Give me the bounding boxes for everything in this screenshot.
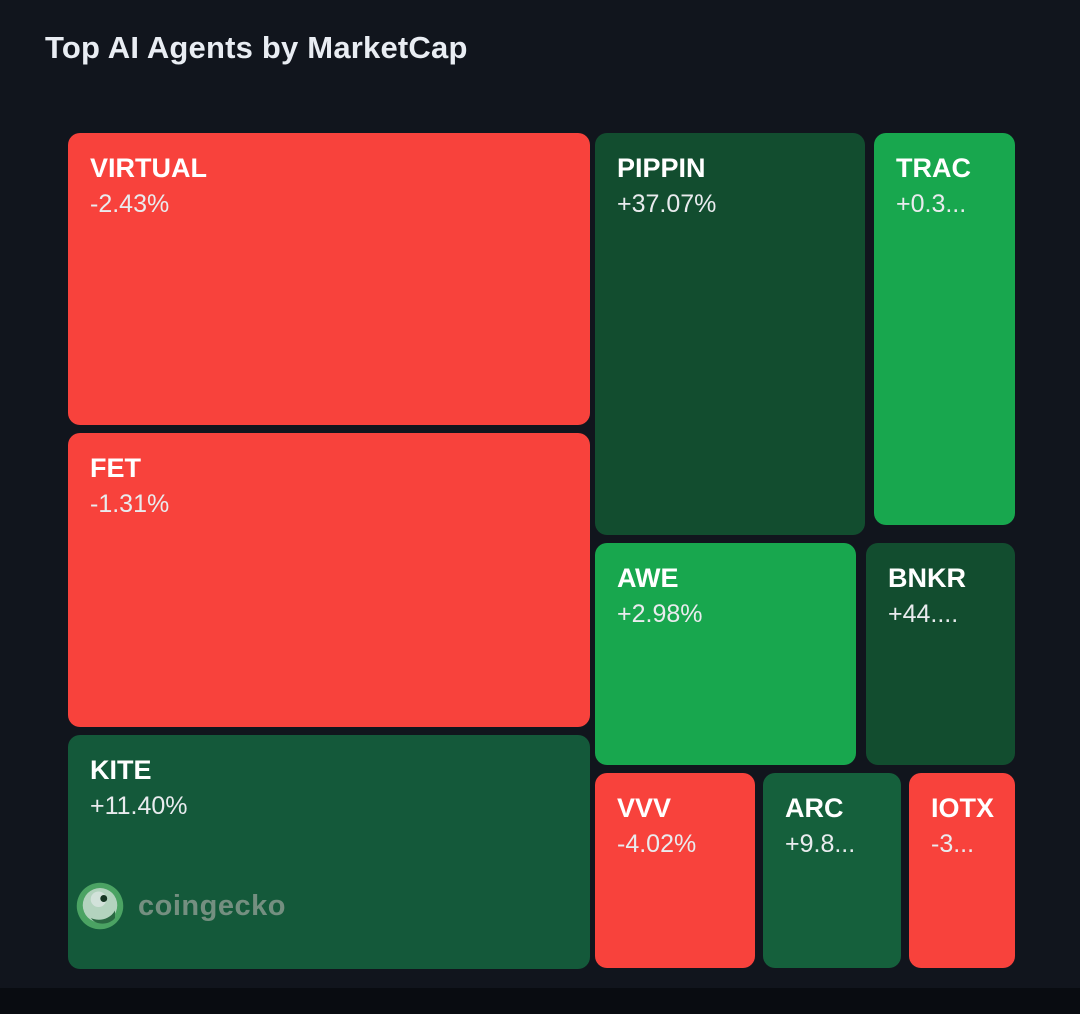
token-change: -4.02% (617, 830, 697, 859)
treemap-tile-awe[interactable]: AWE +2.98% (595, 543, 856, 765)
token-change: -1.31% (90, 490, 170, 519)
token-symbol: TRAC (896, 153, 971, 183)
token-symbol: VIRTUAL (90, 153, 207, 183)
treemap-tile-virtual[interactable]: VIRTUAL -2.43% (68, 133, 590, 425)
token-symbol: FET (90, 453, 141, 483)
token-change: +11.40% (90, 792, 188, 821)
treemap-tile-kite[interactable]: KITE +11.40% (68, 735, 590, 969)
page-title: Top AI Agents by MarketCap (45, 30, 468, 65)
token-symbol: ARC (785, 793, 844, 823)
token-symbol: PIPPIN (617, 153, 706, 183)
treemap-tile-trac[interactable]: TRAC +0.3... (874, 133, 1015, 525)
treemap-tile-bnkr[interactable]: BNKR +44.... (866, 543, 1015, 765)
token-change: -3... (931, 830, 975, 859)
token-change: +0.3... (896, 190, 967, 219)
token-change: -2.43% (90, 190, 170, 219)
token-change: +2.98% (617, 600, 703, 629)
treemap-tile-pippin[interactable]: PIPPIN +37.07% (595, 133, 865, 535)
treemap-tile-iotx[interactable]: IOTX -3... (909, 773, 1015, 968)
token-symbol: IOTX (931, 793, 995, 823)
token-change: +9.8... (785, 830, 856, 859)
treemap-tile-arc[interactable]: ARC +9.8... (763, 773, 901, 968)
treemap-tile-fet[interactable]: FET -1.31% (68, 433, 590, 727)
token-change: +37.07% (617, 190, 717, 219)
token-symbol: KITE (90, 755, 152, 785)
bottom-strip (0, 988, 1080, 1014)
token-symbol: VVV (617, 793, 672, 823)
treemap-tile-vvv[interactable]: VVV -4.02% (595, 773, 755, 968)
token-symbol: AWE (617, 563, 679, 593)
token-symbol: BNKR (888, 563, 966, 593)
token-change: +44.... (888, 600, 959, 629)
